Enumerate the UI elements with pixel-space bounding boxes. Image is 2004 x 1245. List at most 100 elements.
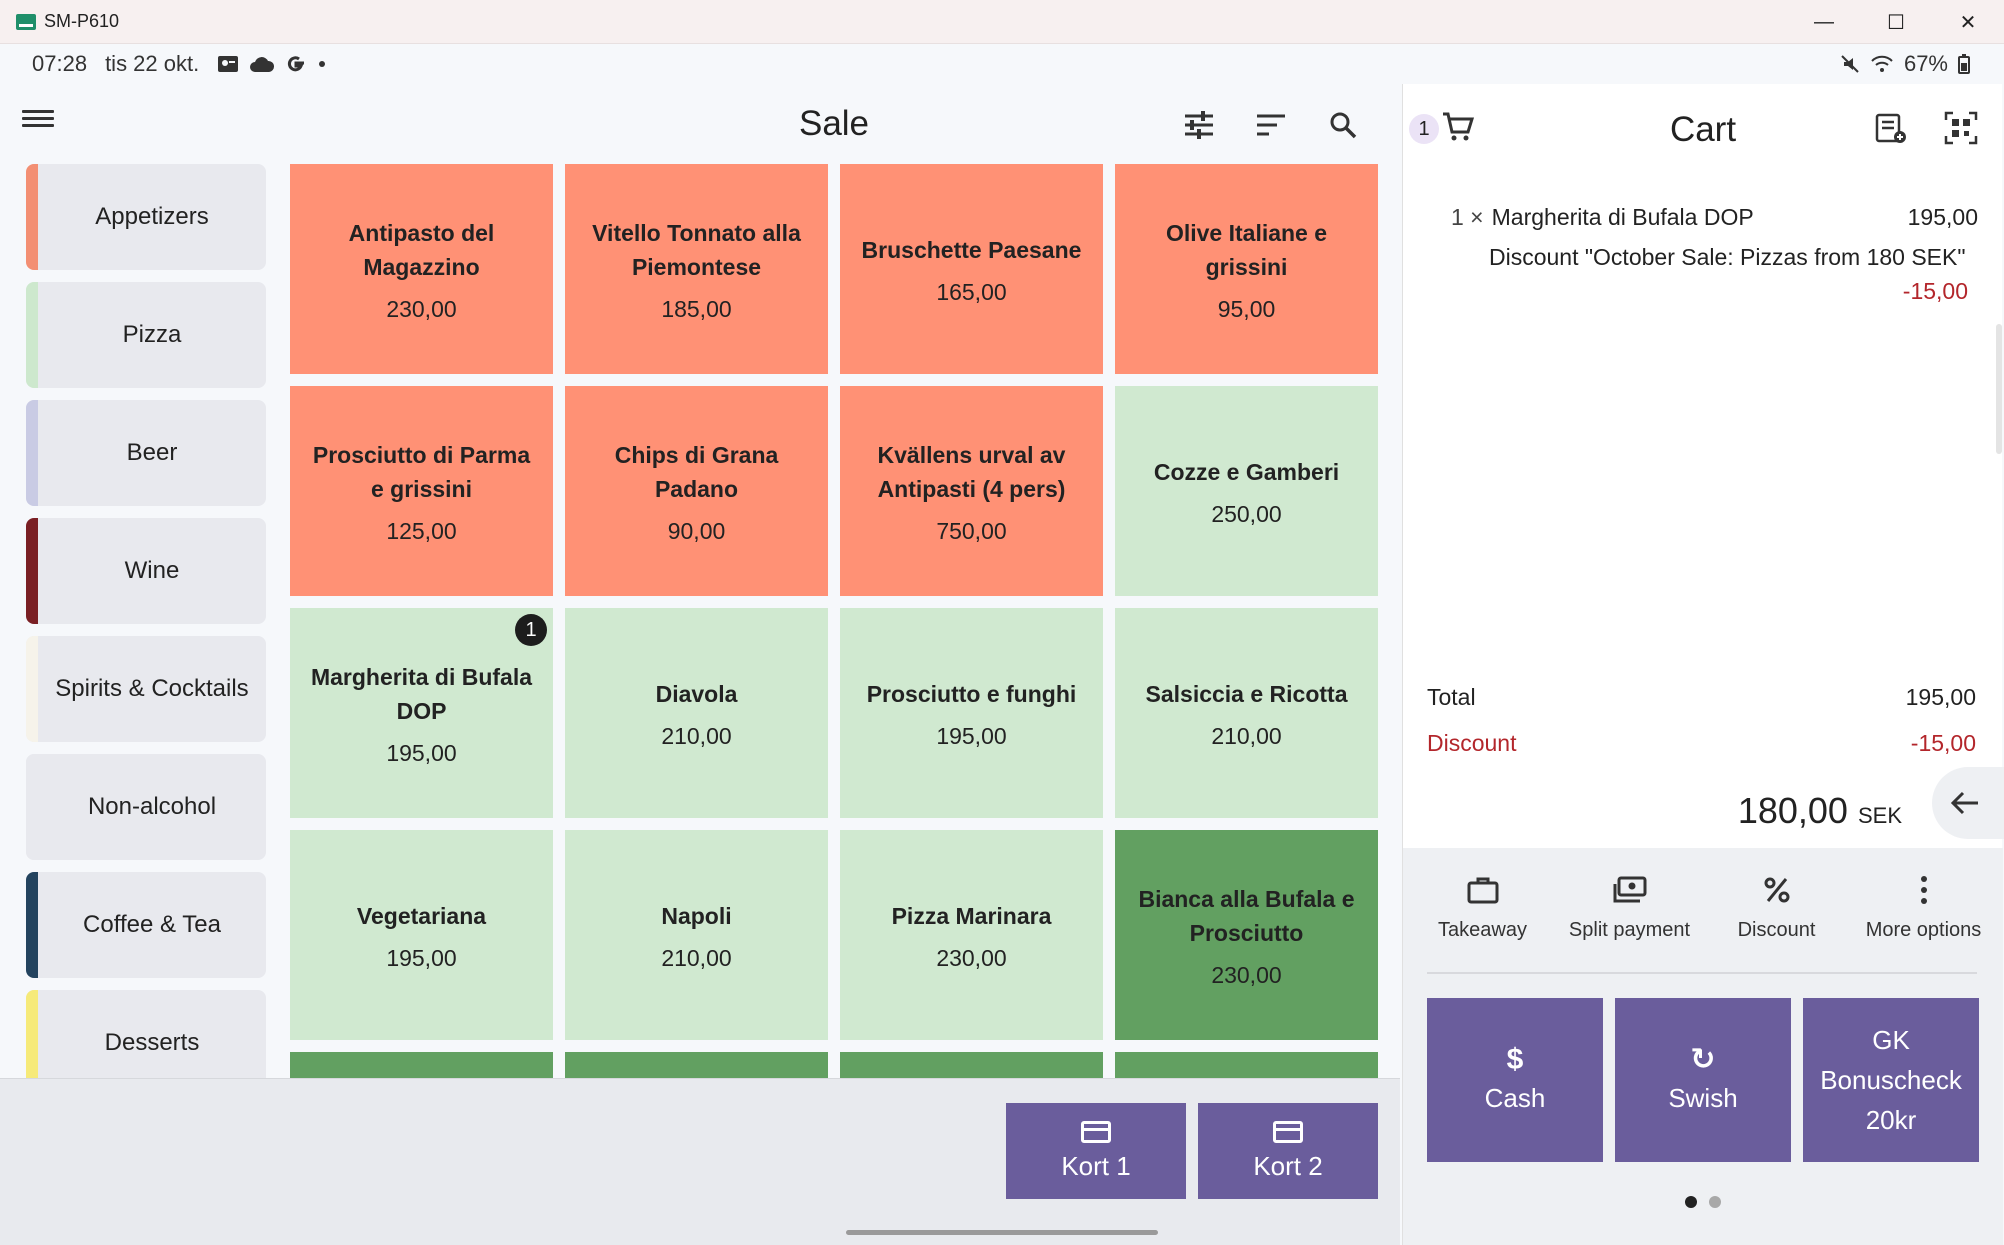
category-color-stripe — [26, 872, 38, 978]
category-appetizers[interactable]: Appetizers — [26, 164, 266, 270]
takeaway-button[interactable]: Takeaway — [1409, 848, 1556, 968]
hamburger-menu-icon[interactable] — [22, 106, 54, 134]
shopping-cart-icon[interactable] — [1441, 110, 1475, 144]
product-tile[interactable]: Bianca alla Bufala e Prosciutto 230,00 — [1115, 830, 1378, 1040]
status-time: 07:28 — [32, 51, 88, 76]
credit-card-icon — [1081, 1120, 1111, 1143]
category-label: Beer — [126, 439, 178, 466]
page-dot-1[interactable] — [1685, 1196, 1697, 1208]
category-wine[interactable]: Wine — [26, 518, 266, 624]
app-logo-icon — [16, 13, 36, 30]
product-tile[interactable]: Prosciutto di Parma e grissini 125,00 — [290, 386, 553, 596]
credit-card-icon — [1273, 1120, 1303, 1143]
product-price: 195,00 — [386, 944, 457, 971]
maximize-button[interactable]: ☐ — [1887, 11, 1905, 34]
category-color-stripe — [26, 518, 38, 624]
page-dot-2[interactable] — [1709, 1196, 1721, 1208]
product-tile[interactable]: Diavola 210,00 — [565, 608, 828, 818]
product-price: 90,00 — [667, 517, 726, 544]
product-tile[interactable]: Vegetariana 195,00 — [290, 830, 553, 1040]
category-label: Appetizers — [95, 203, 209, 230]
cart-totals: Total 195,00 Discount -15,00 — [1427, 684, 1976, 776]
discount-value: -15,00 — [1910, 730, 1976, 756]
category-color-stripe — [26, 282, 38, 388]
collapse-back-button[interactable] — [1932, 767, 2004, 839]
cloud-icon — [250, 57, 275, 72]
swish-label: Swish — [1668, 1083, 1738, 1113]
product-tile[interactable]: Prosciutto e funghi 195,00 — [840, 608, 1103, 818]
discount-button[interactable]: Discount — [1703, 848, 1850, 968]
minimize-button[interactable]: — — [1814, 10, 1834, 33]
grand-total-currency: SEK — [1857, 803, 1902, 828]
receipt-add-icon[interactable] — [1873, 110, 1909, 146]
product-name: Bruschette Paesane — [861, 236, 1082, 263]
cart-title: Cart — [1669, 110, 1737, 149]
status-date: tis 22 okt. — [105, 51, 200, 76]
cart-scrollbar[interactable] — [1996, 324, 2002, 454]
category-desserts[interactable]: Desserts — [26, 990, 266, 1078]
product-tile[interactable]: Margherita di Bufala DOP 195,00 1 — [290, 608, 553, 818]
product-tile-partial[interactable] — [840, 1052, 1103, 1078]
split-payment-label: Split payment — [1568, 918, 1691, 941]
product-tile-partial[interactable] — [565, 1052, 828, 1078]
grand-total-amount: 180,00 — [1737, 790, 1848, 831]
product-tile[interactable]: Vitello Tonnato alla Piemontese 185,00 — [565, 164, 828, 374]
category-color-stripe — [26, 754, 38, 860]
product-tile[interactable]: Cozze e Gamberi 250,00 — [1115, 386, 1378, 596]
category-coffee-tea[interactable]: Coffee & Tea — [26, 872, 266, 978]
category-spirits-cocktails[interactable]: Spirits & Cocktails — [26, 636, 266, 742]
product-tile-partial[interactable] — [1115, 1052, 1378, 1078]
more-options-label: More options — [1865, 918, 1982, 941]
category-non-alcohol[interactable]: Non-alcohol — [26, 754, 266, 860]
briefcase-icon — [1467, 877, 1498, 903]
product-tile-partial[interactable] — [290, 1052, 553, 1078]
product-tile[interactable]: Salsiccia e Ricotta 210,00 — [1115, 608, 1378, 818]
product-name: Margherita di Bufala DOP — [310, 663, 533, 724]
line-qty: 1 × — [1451, 204, 1484, 230]
discount-action-label: Discount — [1737, 918, 1816, 941]
battery-icon — [1958, 54, 1970, 74]
cash-payment-button[interactable]: $ Cash — [1427, 998, 1603, 1162]
category-label: Desserts — [104, 1029, 200, 1056]
takeaway-label: Takeaway — [1438, 918, 1527, 941]
product-price: 230,00 — [1211, 961, 1282, 988]
product-name: Cozze e Gamberi — [1153, 458, 1340, 485]
product-grid: Antipasto del Magazzino 230,00 Vitello Ton… — [290, 164, 1380, 1078]
search-icon[interactable] — [1324, 106, 1362, 144]
sort-icon[interactable] — [1252, 106, 1290, 144]
category-beer[interactable]: Beer — [26, 400, 266, 506]
product-name: Salsiccia e Ricotta — [1145, 680, 1348, 707]
gk-bonuscheck-label: GK Bonuscheck 20kr — [1820, 1025, 1962, 1135]
split-payment-button[interactable]: Split payment — [1556, 848, 1703, 968]
product-name: Vitello Tonnato alla Piemontese — [592, 219, 801, 280]
navigation-handle[interactable] — [846, 1230, 1158, 1235]
kort-1-button[interactable]: Kort 1 — [1006, 1103, 1186, 1199]
gk-bonuscheck-button[interactable]: GK Bonuscheck 20kr — [1803, 998, 1979, 1162]
product-tile[interactable]: Chips di Grana Padano 90,00 — [565, 386, 828, 596]
close-button[interactable]: ✕ — [1959, 11, 1977, 34]
product-price: 195,00 — [936, 722, 1007, 749]
product-tile[interactable]: Antipasto del Magazzino 230,00 — [290, 164, 553, 374]
filter-sliders-icon[interactable] — [1180, 106, 1218, 144]
more-vert-icon — [1920, 875, 1927, 904]
sale-panel: Sale Appetizers Pizza Beer Wine Spirits … — [0, 84, 1400, 1078]
mute-icon — [1841, 55, 1859, 73]
product-tile[interactable]: Olive Italiane e grissini 95,00 — [1115, 164, 1378, 374]
line-price: 195,00 — [1907, 204, 1978, 230]
product-price: 210,00 — [661, 944, 732, 971]
product-tile[interactable]: Kvällens urval av Antipasti (4 pers) 750,… — [840, 386, 1103, 596]
category-pizza[interactable]: Pizza — [26, 282, 266, 388]
more-options-button[interactable]: More options — [1850, 848, 1997, 968]
cart-header: 1 Cart — [1403, 84, 2003, 174]
product-tile[interactable]: Napoli 210,00 — [565, 830, 828, 1040]
kort-2-button[interactable]: Kort 2 — [1198, 1103, 1378, 1199]
cart-line-item[interactable]: 1 × Margherita di Bufala DOP 195,00 Disco… — [1451, 204, 1978, 312]
swish-payment-button[interactable]: ↻ Swish — [1615, 998, 1791, 1162]
line-discount-amount: -15,00 — [1902, 278, 1968, 304]
product-tile[interactable]: Bruschette Paesane 165,00 — [840, 164, 1103, 374]
qr-scan-icon[interactable] — [1943, 110, 1979, 146]
product-tile[interactable]: Pizza Marinara 230,00 — [840, 830, 1103, 1040]
product-price: 95,00 — [1217, 295, 1276, 322]
product-price: 750,00 — [936, 517, 1007, 544]
divider — [1427, 972, 1977, 974]
